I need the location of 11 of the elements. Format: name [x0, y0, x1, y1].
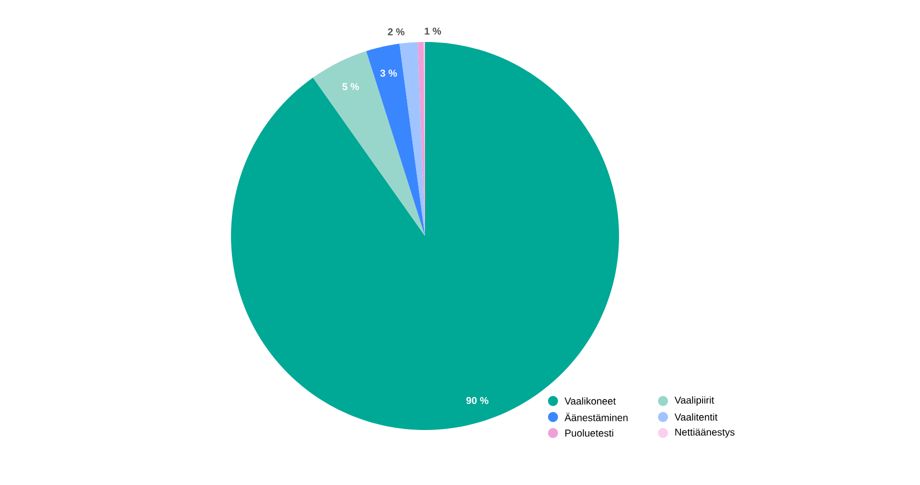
legend-label: Puoluetesti [565, 429, 614, 437]
legend-label: Vaalitentit [674, 413, 718, 421]
data-label: 5 % [342, 83, 359, 90]
legend-label: Äänestäminen [564, 412, 628, 422]
data-label: 3 % [380, 70, 397, 77]
data-label: 1 % [424, 28, 442, 35]
data-label: 2 % [388, 28, 404, 36]
legend-label: Vaalikoneet [564, 397, 616, 405]
legend-label: Nettiäänestys [675, 428, 735, 438]
legend-label: Vaalipiirit [674, 396, 714, 406]
data-label: 90 % [466, 397, 488, 404]
